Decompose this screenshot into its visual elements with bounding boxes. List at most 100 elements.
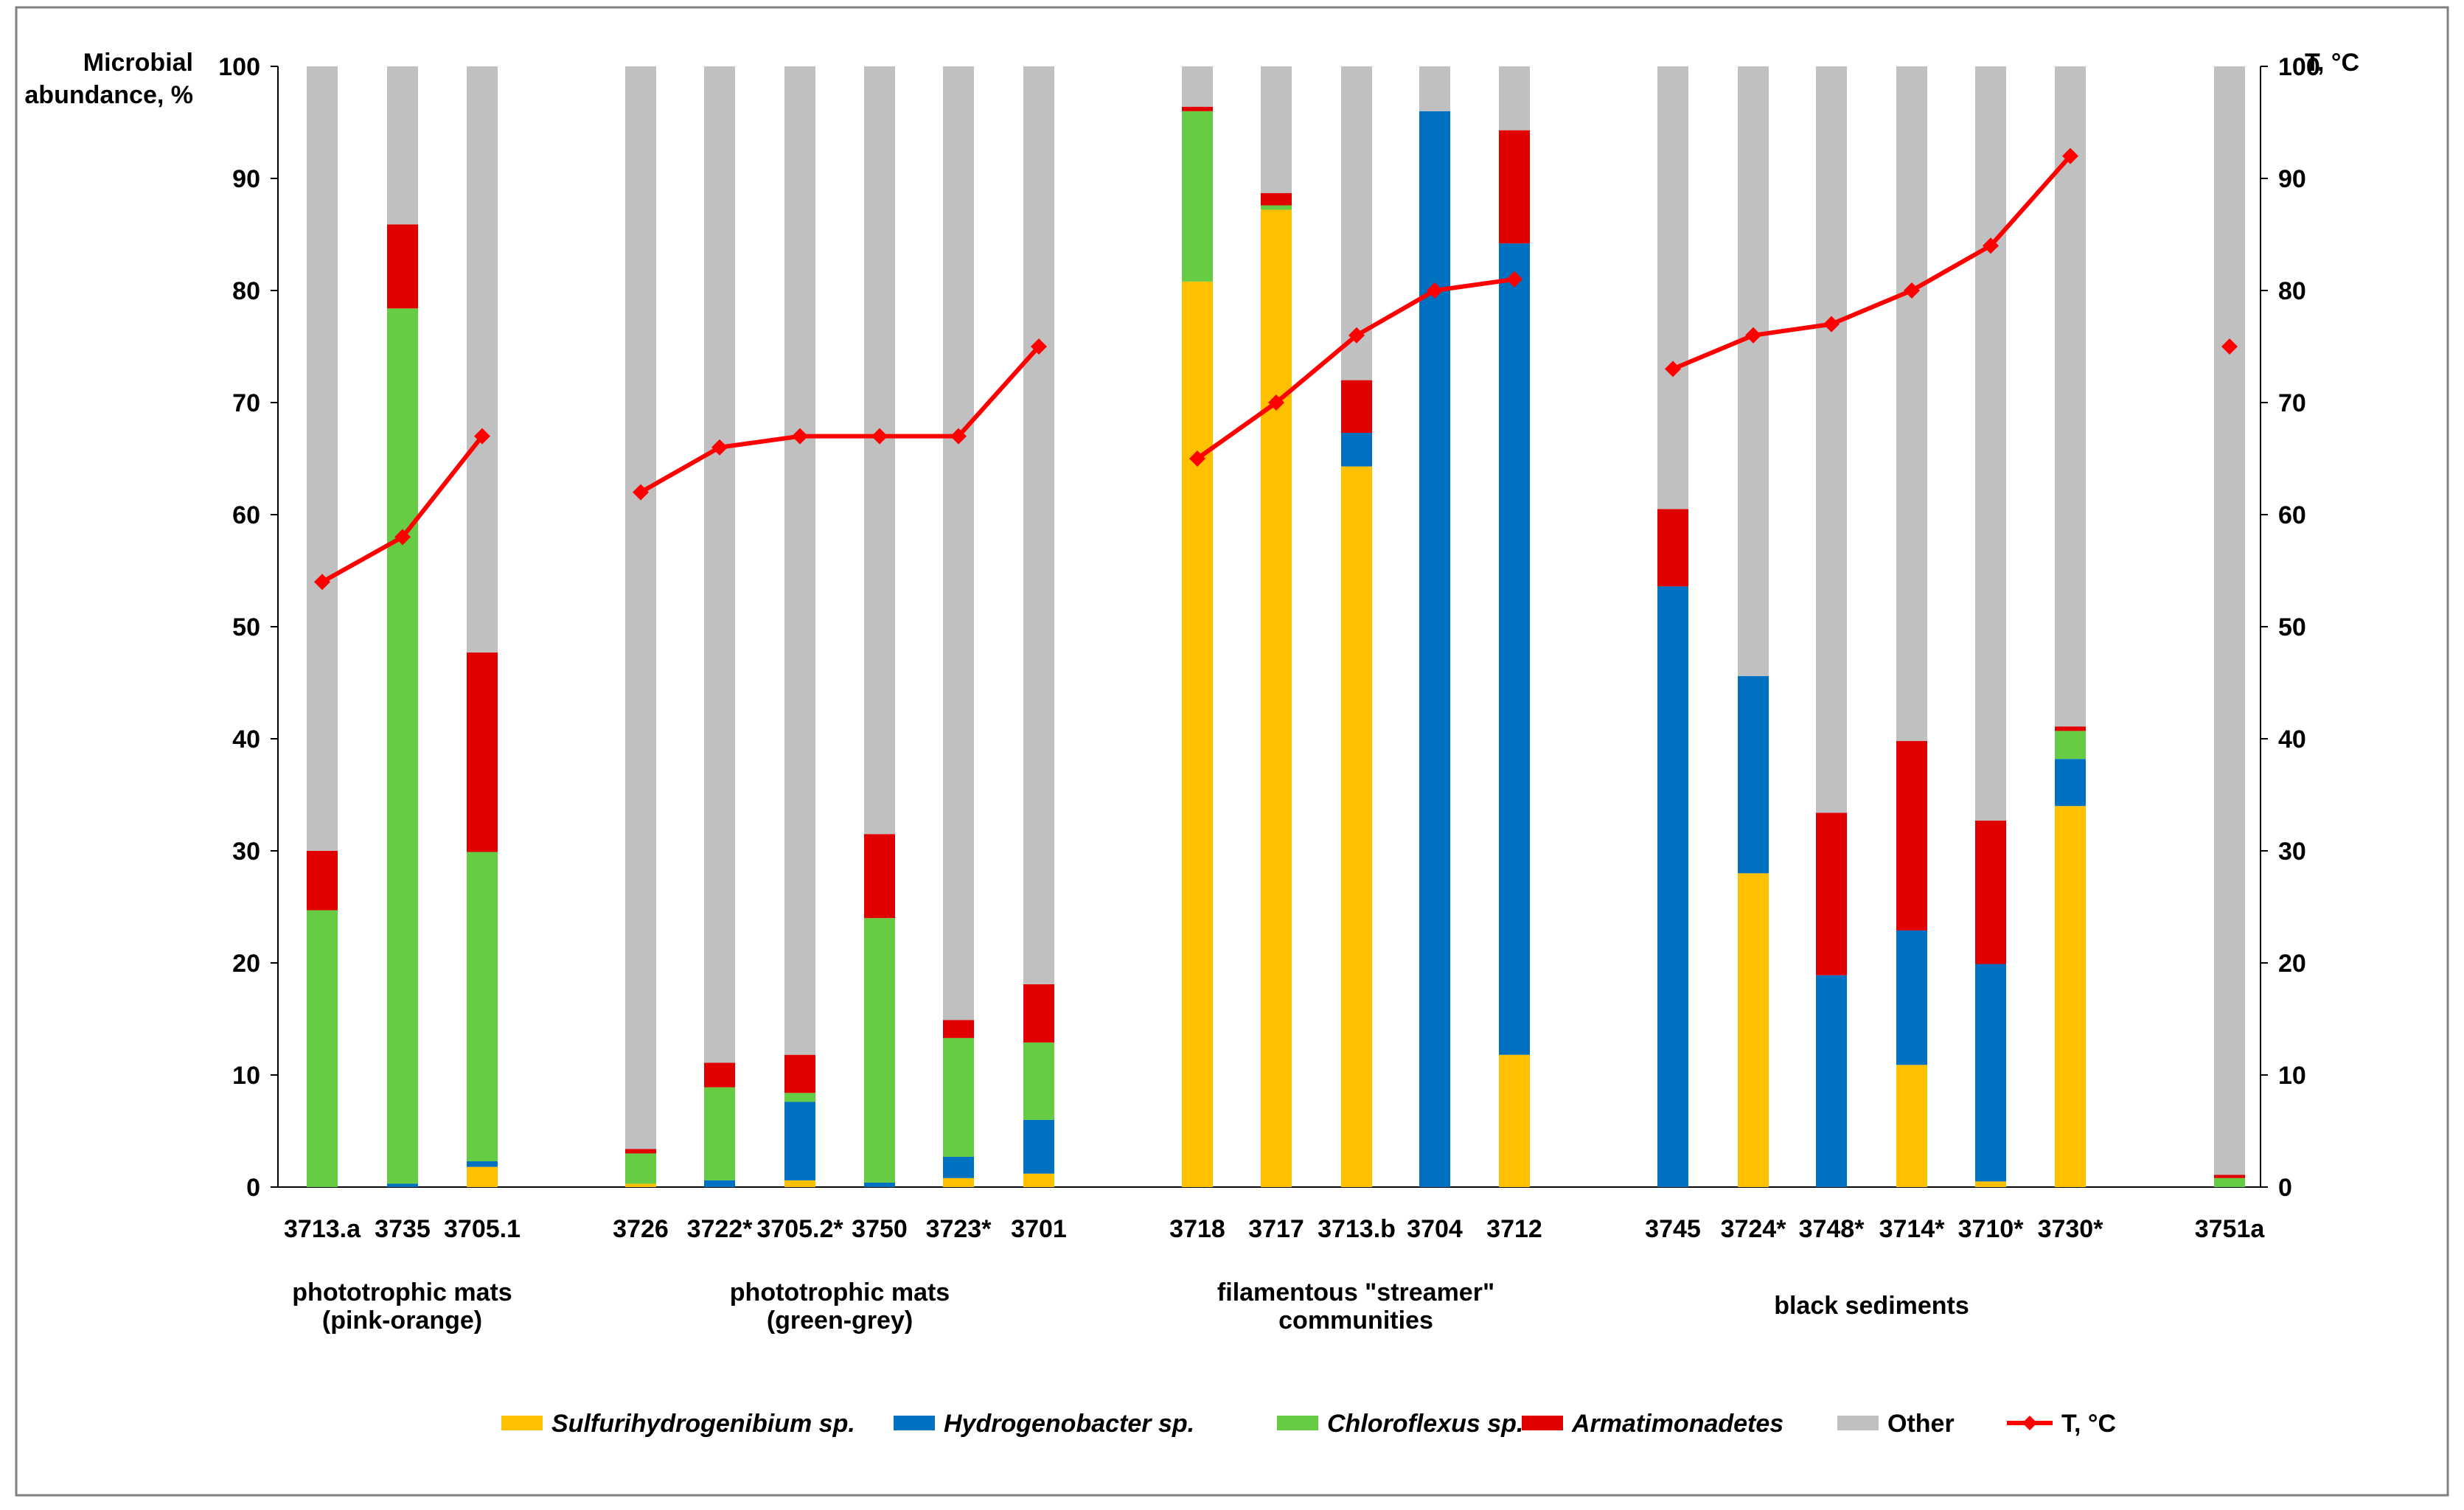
temperature-marker [2221,338,2238,355]
temperature-marker [1427,282,1443,299]
bar-segment-armatimonadetes [1341,380,1372,434]
group-label: black sediments [1774,1292,1969,1320]
x-tick-label: 3717 [1248,1215,1304,1243]
temperature-marker [1506,271,1522,288]
x-tick-label: 3718 [1169,1215,1225,1243]
x-tick-label: 3735 [375,1215,431,1243]
x-tick-label: 3726 [613,1215,669,1243]
bar-segment-chloroflexus-sp [784,1093,815,1102]
bar-stack-3722 [704,66,735,1187]
bar-stack-3724 [1738,66,1769,1187]
bar-segment-sulfurihydrogenibium-sp [2055,806,2086,1187]
legend-label: Armatimonadetes [1571,1410,1783,1438]
temperature-marker [1665,361,1681,378]
bar-segment-armatimonadetes [1499,130,1530,244]
y2-tick-label: 50 [2278,613,2306,641]
x-tick-label: 3705.1 [444,1215,521,1243]
bar-segment-sulfurihydrogenibium-sp [1975,1181,2006,1187]
legend-label: Other [1887,1410,1955,1438]
temperature-line-layer [314,147,2238,591]
temperature-marker [1031,338,1047,355]
bar-segment-other [1738,66,1769,676]
bar-segment-armatimonadetes [307,851,338,911]
temperature-marker [474,428,490,445]
bar-segment-other [1896,66,1927,742]
bar-segment-chloroflexus-sp [704,1087,735,1180]
y-tick-label: 40 [232,726,260,754]
bar-stack-3713-a [307,66,338,1187]
bar-segment-other [943,66,974,1020]
group-label: filamentous "streamer" [1217,1278,1494,1307]
bar-segment-hydrogenobacter-sp [784,1102,815,1180]
bar-segment-sulfurihydrogenibium-sp [1499,1054,1530,1187]
legend-label: T, °C [2061,1410,2116,1438]
bar-segment-hydrogenobacter-sp [467,1161,498,1167]
y-tick-label: 20 [232,950,260,978]
temperature-marker [633,484,649,501]
bar-segment-armatimonadetes [1975,820,2006,964]
y-tick-label: 60 [232,501,260,529]
bar-segment-other [1419,66,1450,111]
bar-segment-armatimonadetes [467,652,498,852]
x-tick-label: 3724* [1721,1215,1787,1243]
bar-segment-sulfurihydrogenibium-sp [1738,873,1769,1187]
temperature-marker [1348,327,1365,344]
temperature-marker [871,428,888,445]
legend-swatch [1522,1416,1563,1430]
bar-segment-armatimonadetes [1182,106,1213,111]
x-tick-label: 3705.2* [756,1215,843,1243]
x-tick-label: 3710* [1958,1215,2025,1243]
bar-segment-chloroflexus-sp [1182,111,1213,282]
bar-segment-armatimonadetes [1896,741,1927,930]
legend-item-t-c: T, °C [2007,1410,2116,1438]
bar-segment-sulfurihydrogenibium-sp [784,1180,815,1187]
bar-segment-hydrogenobacter-sp [1657,586,1688,1187]
x-tick-label: 3750 [852,1215,908,1243]
x-tick-label: 3745 [1645,1215,1701,1243]
bar-segment-other [704,66,735,1063]
temperature-line-segment [1671,154,2073,372]
bar-stack-3748 [1816,66,1847,1187]
bar-segment-armatimonadetes [1816,813,1847,975]
x-tick-label: 3748* [1799,1215,1865,1243]
temperature-marker [394,529,411,546]
bar-segment-sulfurihydrogenibium-sp [1261,209,1292,1187]
bar-segment-armatimonadetes [1261,192,1292,206]
bar-segment-other [1499,66,1530,131]
bar-segment-sulfurihydrogenibium-sp [625,1183,656,1187]
bar-segment-other [2214,66,2245,1175]
y2-tick-label: 80 [2278,277,2306,305]
bar-stack-3712 [1499,66,1530,1187]
bar-segment-hydrogenobacter-sp [1499,243,1530,1055]
bar-segment-hydrogenobacter-sp [1816,975,1847,1187]
bar-stack-3704 [1419,66,1450,1187]
x-tick-label: 3713.a [284,1215,361,1243]
bar-stack-3710 [1975,66,2006,1187]
x-tick-label: 3704 [1407,1215,1463,1243]
temperature-marker [314,574,330,591]
temperature-marker [2062,147,2078,164]
y-tick-label: 50 [232,613,260,641]
bar-segment-armatimonadetes [2214,1175,2245,1178]
bar-segment-armatimonadetes [784,1054,815,1093]
bar-stack-3751a [2214,66,2245,1187]
bar-stack-3714 [1896,66,1927,1187]
bar-segment-hydrogenobacter-sp [1975,964,2006,1182]
bar-segment-other [1657,66,1688,509]
bar-segment-other [2055,66,2086,727]
legend-item-hydrogenobacter-sp: Hydrogenobacter sp. [894,1410,1194,1438]
y-tick-label: 80 [232,277,260,305]
legend-label: Sulfurihydrogenibium sp. [551,1410,855,1438]
bar-segment-sulfurihydrogenibium-sp [467,1166,498,1187]
temperature-marker [711,439,728,456]
bar-segment-chloroflexus-sp [2055,731,2086,759]
legend-item-other: Other [1837,1410,1955,1438]
x-tick-label: 3712 [1486,1215,1542,1243]
legend-item-sulfurihydrogenibium-sp: Sulfurihydrogenibium sp. [501,1410,855,1438]
bar-segment-chloroflexus-sp [864,918,895,1183]
y2-tick-label: 40 [2278,726,2306,754]
temperature-marker [1268,394,1284,411]
temperature-marker [1983,237,1999,254]
y-tick-label: 90 [232,165,260,193]
y-tick-label: 100 [218,53,260,81]
